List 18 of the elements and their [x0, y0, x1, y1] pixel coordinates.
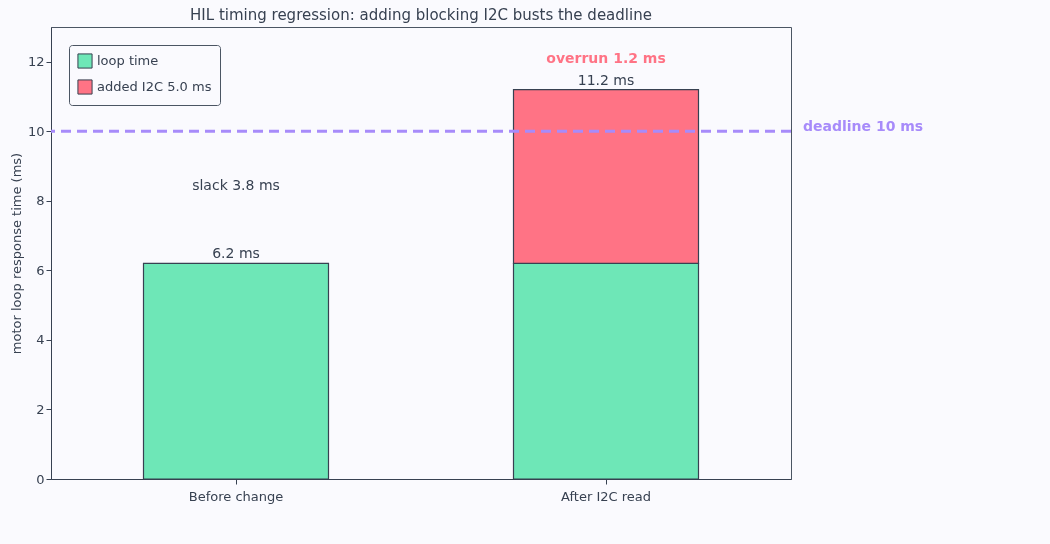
annotation: slack 3.8 ms [192, 177, 280, 194]
legend-label: loop time [97, 53, 159, 68]
total-label: 6.2 ms [212, 245, 260, 262]
annotation: overrun 1.2 ms [546, 49, 666, 66]
y-axis-title: motor loop response time (ms) [8, 152, 24, 355]
ref-line-label: deadline 10 ms [803, 118, 924, 135]
y-tick-label: 4 [36, 332, 45, 348]
total-label: 11.2 ms [577, 71, 635, 88]
y-tick-label: 2 [36, 401, 45, 417]
x-tick-label: After I2C read [561, 488, 651, 504]
chart-title: HIL timing regression: adding blocking I2C busts the deadline [190, 6, 652, 24]
y-tick-label: 6 [36, 262, 45, 278]
legend-label: added I2C 5.0 ms [97, 79, 212, 94]
y-tick-label: 12 [27, 54, 45, 70]
y-tick-label: 0 [36, 471, 45, 487]
x-tick-label: Before change [188, 488, 284, 504]
y-tick-label: 10 [27, 123, 45, 139]
y-tick-label: 8 [36, 193, 45, 209]
